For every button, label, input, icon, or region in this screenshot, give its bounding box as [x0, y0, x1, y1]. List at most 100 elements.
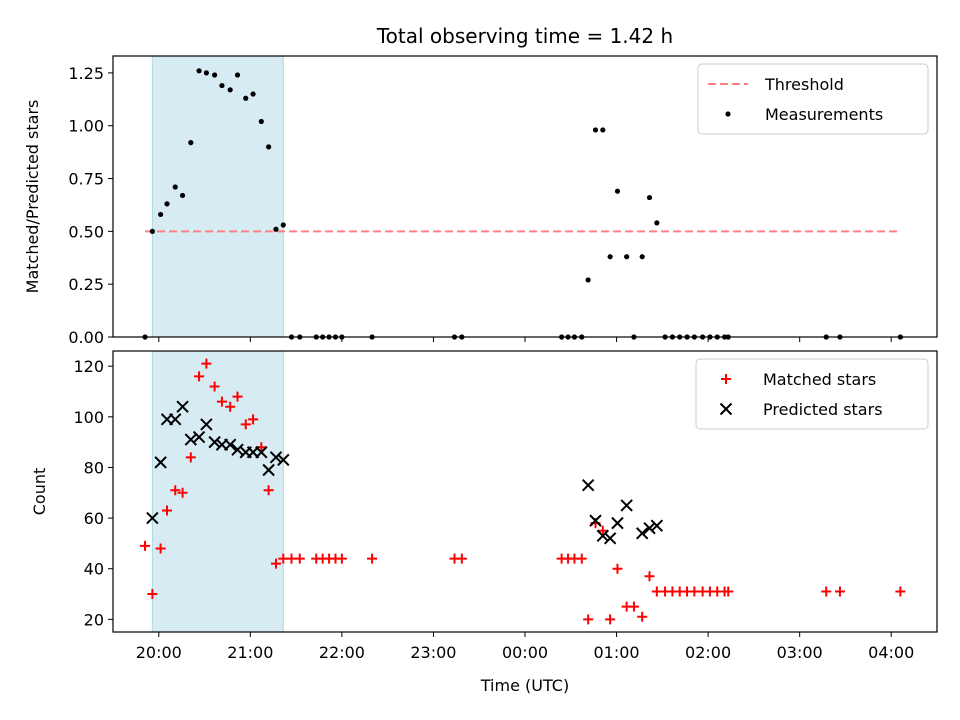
predicted-stars-point [269, 451, 283, 464]
predicted-stars-point [208, 435, 221, 449]
matched-stars-point [194, 371, 205, 382]
y-axis-label: Count [30, 468, 49, 516]
legend-box [695, 358, 929, 430]
predicted-stars-point [255, 446, 268, 459]
legend-measurements-swatch [725, 111, 731, 117]
matched-stars-point [248, 414, 259, 425]
measurements-point [212, 72, 218, 78]
measurements-point [203, 70, 209, 76]
y-tick-label: 0.25 [68, 275, 104, 294]
matched-stars-point [294, 553, 305, 564]
y-tick-label: 20 [84, 610, 104, 629]
predicted-stars-point [650, 519, 664, 532]
predicted-stars-point [611, 516, 624, 530]
matched-stars-point [895, 586, 906, 597]
measurements-point [179, 192, 186, 199]
legend-label: Predicted stars [763, 400, 883, 419]
predicted-stars-point [643, 521, 656, 535]
measurements-point [158, 211, 164, 218]
matched-stars-point [216, 396, 227, 407]
legend-label: Measurements [765, 105, 883, 124]
measurements-point [258, 118, 264, 125]
legend-matched-swatch [721, 374, 731, 384]
y-tick-label: 1.25 [68, 64, 104, 83]
x-tick-label: 00:00 [502, 643, 548, 662]
predicted-stars-point [192, 430, 206, 444]
matched-stars-point [270, 558, 281, 569]
x-tick-label: 20:00 [136, 643, 182, 662]
matched-stars-point [821, 586, 832, 597]
legend-box [697, 63, 929, 135]
predicted-stars-point [184, 433, 198, 446]
predicted-stars-point [154, 456, 167, 469]
measurements-point [624, 254, 630, 260]
legend: Threshold Measurements [697, 63, 929, 135]
y-tick-label: 100 [73, 408, 104, 427]
matched-stars-point [367, 553, 378, 564]
matched-stars-point [456, 553, 467, 564]
predicted-stars-point [262, 463, 275, 477]
x-tick-label: 02:00 [685, 643, 731, 662]
figure-title: Total observing time = 1.42 h [376, 24, 673, 48]
matched-stars-point [170, 485, 181, 496]
x-tick-label: 04:00 [868, 643, 914, 662]
x-tick-label: 23:00 [410, 643, 456, 662]
measurements-point [188, 140, 194, 146]
measurements-point [585, 277, 591, 283]
matched-stars-point [232, 391, 243, 402]
matched-stars-point [576, 553, 587, 564]
y-tick-label: 0.50 [68, 222, 104, 241]
matched-stars-point [605, 614, 616, 625]
matched-stars-point [155, 543, 166, 554]
matched-stars-point [723, 586, 734, 597]
y-tick-label: 60 [84, 509, 104, 528]
matched-stars-point [225, 401, 236, 412]
predicted-stars-point [603, 532, 617, 545]
top-panel: 0.00 0.25 0.50 0.75 1.00 1.25 Matched/Predicte… [23, 55, 938, 347]
matched-stars-point [201, 358, 212, 369]
y-tick-label: 40 [84, 560, 104, 579]
predicted-stars-point [596, 529, 610, 543]
measurements-point [280, 222, 286, 228]
measurements-point [592, 127, 599, 133]
measurements-point [607, 254, 613, 260]
legend-label: Matched stars [763, 370, 876, 389]
measurements-point [600, 127, 606, 133]
y-tick-label: 0.75 [68, 170, 104, 189]
matched-stars-point [209, 381, 220, 392]
matched-stars-point [644, 571, 655, 582]
y-axis-label: Matched/Predicted stars [23, 100, 42, 294]
legend: Matched stars Predicted stars [695, 358, 929, 430]
matched-stars-point [628, 601, 639, 612]
predicted-stars-point [620, 499, 633, 512]
x-tick-label: 03:00 [777, 643, 823, 662]
predicted-stars-point [277, 453, 290, 467]
measurements-point [227, 87, 233, 93]
predicted-stars-point [635, 527, 649, 540]
measurements-point [219, 82, 225, 89]
shaded-region [151, 55, 284, 338]
measurements-point [172, 184, 178, 190]
measurements-point [266, 144, 272, 150]
measurements-point [273, 226, 279, 232]
x-tick-label: 22:00 [319, 643, 365, 662]
y-tick-label: 0.00 [68, 328, 104, 347]
legend-label: Threshold [764, 75, 844, 94]
measurements-point [250, 91, 256, 97]
predicted-stars-point [223, 438, 237, 451]
measurements-point [243, 95, 249, 101]
predicted-stars-point [169, 413, 182, 426]
legend-predicted-swatch [719, 402, 733, 416]
shaded-region [151, 350, 284, 633]
measurements-point [654, 220, 660, 226]
matched-stars-point [177, 487, 188, 498]
predicted-stars-point [176, 400, 189, 413]
matched-stars-point [240, 419, 251, 430]
measurements-point [646, 194, 653, 201]
predicted-stars-point [146, 511, 159, 525]
matched-stars-point [637, 611, 648, 622]
predicted-stars-point [200, 418, 213, 431]
measurements-point [164, 201, 170, 207]
predicted-stars-point [589, 514, 602, 527]
